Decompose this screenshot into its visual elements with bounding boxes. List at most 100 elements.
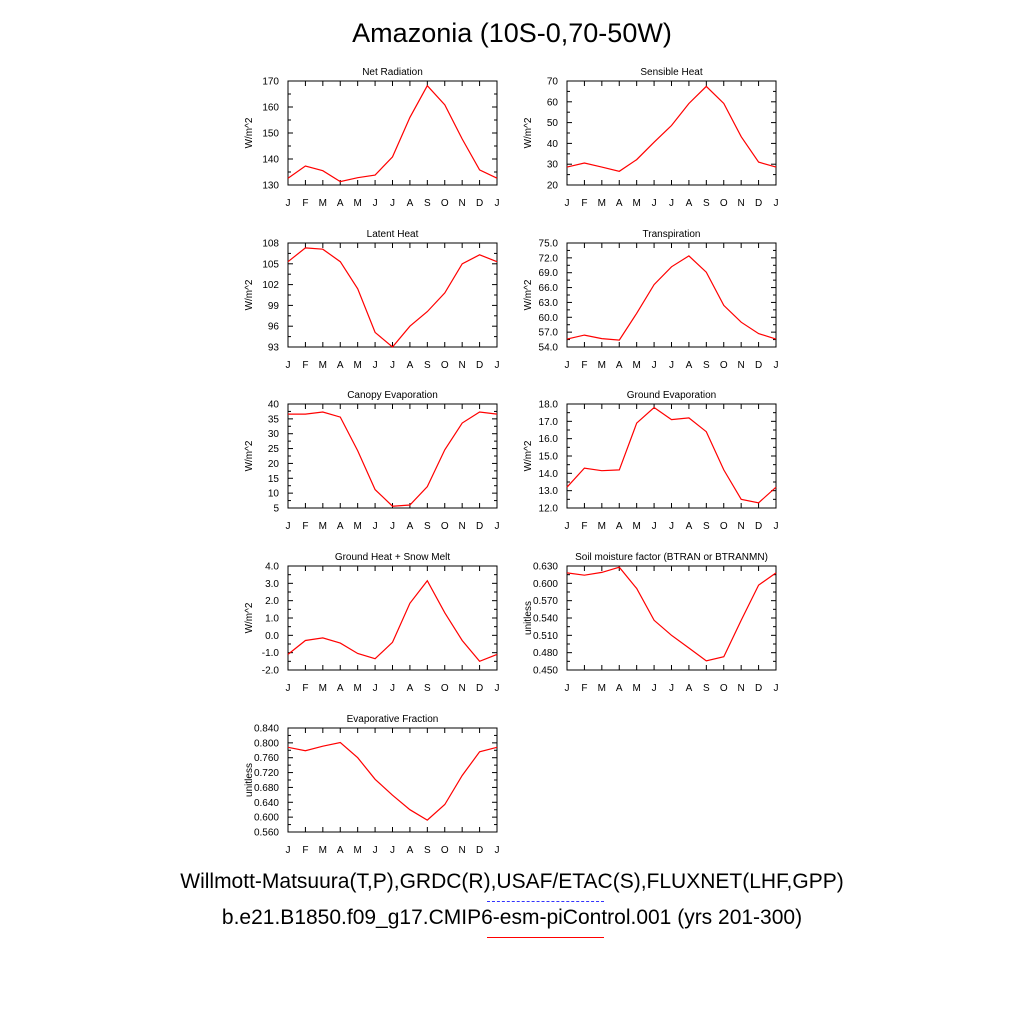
- x-tick-label: J: [495, 360, 500, 371]
- x-tick-label: D: [755, 683, 762, 694]
- series-line-ground-heat-snow-melt: [287, 579, 498, 663]
- series-line-transpiration: [566, 255, 777, 341]
- x-tick-label: J: [390, 360, 395, 371]
- x-tick-label: A: [407, 683, 414, 694]
- chart-ground-evaporation: Ground Evaporation 12.0 13.0 14.0 15.0 16.0 17…: [523, 390, 779, 532]
- x-tick-label: F: [581, 198, 587, 209]
- x-tick-label: F: [302, 683, 308, 694]
- panel-title: Ground Heat + Snow Melt: [335, 552, 451, 563]
- x-tick-label: S: [703, 360, 710, 371]
- x-tick-label: N: [459, 360, 466, 371]
- x-tick-label: M: [319, 521, 327, 532]
- plot-frame: [566, 242, 777, 348]
- x-tick-label: A: [616, 198, 623, 209]
- x-tick-label: M: [353, 360, 361, 371]
- x-tick-label: J: [495, 521, 500, 532]
- chart-transpiration: Transpiration 54.0 57.0 60.0 63.0 66.0 69.0 72.…: [523, 229, 779, 371]
- x-tick-label: J: [495, 683, 500, 694]
- panel-title: Sensible Heat: [640, 67, 702, 78]
- x-tick-label: M: [319, 683, 327, 694]
- x-tick-label: F: [581, 521, 587, 532]
- x-tick-label: N: [459, 683, 466, 694]
- x-tick-label: D: [476, 845, 483, 856]
- plot-frame: [566, 80, 777, 186]
- x-tick-label: O: [441, 845, 449, 856]
- x-tick-label: M: [598, 683, 606, 694]
- y-axis-label: W/m^2: [244, 279, 255, 310]
- x-tick-label: A: [407, 845, 414, 856]
- x-tick-label: M: [319, 845, 327, 856]
- x-tick-label: A: [407, 198, 414, 209]
- y-tick-label: 0.480: [533, 648, 558, 659]
- legend-label-observations: Willmott-Matsuura(T,P),GRDC(R),USAF/ETAC…: [180, 870, 844, 893]
- x-tick-label: D: [476, 683, 483, 694]
- y-tick-label: 140: [262, 155, 279, 166]
- y-tick-label: 150: [262, 129, 279, 140]
- x-tick-label: J: [669, 198, 674, 209]
- x-tick-label: M: [598, 521, 606, 532]
- panel-title: Soil moisture factor (BTRAN or BTRANMN): [575, 552, 768, 563]
- x-tick-label: J: [774, 360, 779, 371]
- x-tick-label: J: [495, 198, 500, 209]
- y-tick-label: 4.0: [265, 562, 279, 573]
- y-axis-label: unitless: [523, 601, 534, 635]
- y-tick-label: 170: [262, 77, 279, 88]
- x-tick-label: J: [286, 683, 291, 694]
- chart-evaporative-fraction: Evaporative Fraction 0.560 0.600 0.640 0.680…: [244, 714, 500, 856]
- y-axis-label: W/m^2: [523, 279, 534, 310]
- y-tick-label: 0.510: [533, 631, 558, 642]
- x-tick-label: J: [390, 845, 395, 856]
- y-tick-label: 60.0: [539, 313, 559, 324]
- x-tick-label: M: [353, 521, 361, 532]
- x-tick-label: D: [755, 521, 762, 532]
- legend-label-model: b.e21.B1850.f09_g17.CMIP6-esm-piControl.…: [221, 906, 803, 929]
- x-tick-label: A: [686, 360, 693, 371]
- plot-frame: [287, 242, 498, 348]
- series-line-sensible-heat: [566, 85, 777, 172]
- panel-title: Latent Heat: [367, 229, 419, 240]
- x-tick-label: A: [616, 521, 623, 532]
- x-tick-label: S: [424, 198, 431, 209]
- x-tick-label: A: [407, 360, 414, 371]
- series-line-net-radiation: [287, 84, 498, 183]
- y-tick-label: 18.0: [539, 400, 559, 411]
- x-tick-label: J: [652, 683, 657, 694]
- x-tick-label: N: [459, 521, 466, 532]
- x-tick-label: O: [441, 683, 449, 694]
- x-tick-label: S: [424, 683, 431, 694]
- x-tick-label: J: [652, 360, 657, 371]
- x-tick-label: J: [774, 198, 779, 209]
- x-tick-label: S: [424, 521, 431, 532]
- y-tick-label: 93: [268, 343, 280, 354]
- y-tick-label: 20: [547, 181, 559, 192]
- x-tick-label: F: [302, 845, 308, 856]
- x-tick-label: D: [755, 360, 762, 371]
- y-tick-label: 0.540: [533, 614, 558, 625]
- x-tick-label: J: [373, 845, 378, 856]
- panel-title: Ground Evaporation: [627, 390, 717, 401]
- y-tick-label: 13.0: [539, 486, 559, 497]
- x-tick-label: J: [565, 521, 570, 532]
- y-tick-label: 70: [547, 77, 559, 88]
- y-tick-label: 16.0: [539, 434, 559, 445]
- y-axis-label: W/m^2: [523, 440, 534, 471]
- y-tick-label: 102: [262, 280, 279, 291]
- y-tick-label: 75.0: [539, 239, 559, 250]
- x-tick-label: O: [720, 521, 728, 532]
- x-tick-label: A: [686, 521, 693, 532]
- x-tick-label: A: [407, 521, 414, 532]
- x-tick-label: O: [720, 360, 728, 371]
- y-tick-label: 50: [547, 118, 559, 129]
- x-tick-label: J: [373, 198, 378, 209]
- y-tick-label: 99: [268, 301, 280, 312]
- chart-soil-moisture-factor-btran-or-btranmn: Soil moisture factor (BTRAN or BTRANMN) 0…: [523, 552, 779, 694]
- y-tick-label: 96: [268, 322, 280, 333]
- y-axis-label: W/m^2: [244, 117, 255, 148]
- legend-swatch-model: [487, 937, 604, 938]
- y-tick-label: 20: [268, 459, 280, 470]
- x-tick-label: J: [390, 521, 395, 532]
- x-tick-label: J: [669, 360, 674, 371]
